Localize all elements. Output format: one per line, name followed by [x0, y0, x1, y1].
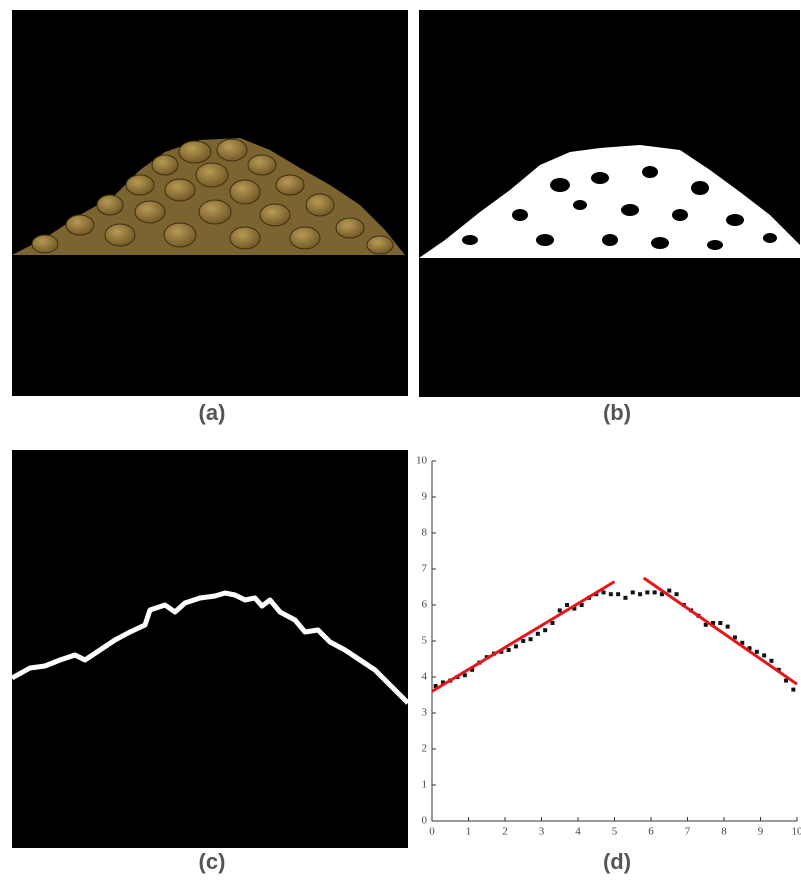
data-point — [528, 637, 533, 642]
data-point — [470, 667, 475, 672]
data-point — [521, 639, 526, 643]
data-point — [440, 680, 445, 685]
x-tick-label: 8 — [721, 826, 727, 838]
data-point — [659, 592, 664, 597]
data-point — [535, 631, 540, 636]
data-point — [754, 649, 759, 654]
data-point — [784, 678, 789, 683]
y-tick-label: 4 — [422, 671, 428, 683]
data-point — [601, 590, 606, 595]
panel-d-chart: 0 1 2 3 4 5 6 7 8 9 10 0 1 2 3 4 5 6 7 8 9 10 — [416, 455, 801, 838]
data-point — [725, 624, 730, 629]
panel-label: (c) — [199, 849, 226, 874]
x-tick-label: 6 — [648, 826, 654, 838]
data-point — [769, 658, 774, 663]
x-tick-label: 0 — [429, 826, 435, 838]
data-point — [718, 621, 723, 625]
data-point — [616, 592, 621, 597]
y-tick-label: 9 — [422, 491, 428, 503]
data-point — [762, 653, 767, 658]
data-point — [667, 588, 672, 593]
data-point — [674, 592, 679, 597]
data-point — [557, 608, 562, 613]
data-point — [652, 590, 657, 595]
y-tick-label: 10 — [416, 455, 428, 467]
data-point — [791, 687, 796, 692]
data-point — [462, 673, 467, 678]
fit-line — [642, 576, 798, 686]
x-tick-label: 2 — [502, 826, 508, 838]
data-point — [579, 603, 584, 607]
data-point — [732, 635, 737, 640]
data-point — [513, 644, 518, 649]
y-tick-label: 7 — [422, 563, 428, 575]
data-point — [740, 640, 745, 645]
data-point — [703, 622, 708, 627]
panel-b-image — [419, 10, 800, 397]
y-tick-label: 5 — [422, 635, 428, 647]
data-point — [565, 603, 570, 607]
data-point — [638, 592, 643, 597]
data-point — [608, 592, 613, 597]
data-point — [572, 606, 577, 611]
data-point — [645, 590, 650, 595]
panel-c-image — [10, 450, 410, 848]
x-tick-label: 10 — [792, 826, 801, 838]
data-point — [550, 621, 555, 625]
y-tick-label: 8 — [422, 527, 428, 539]
data-point — [499, 649, 504, 654]
x-tick-label: 1 — [466, 826, 472, 838]
data-point — [506, 648, 511, 652]
y-tick-label: 1 — [422, 779, 428, 791]
data-point — [433, 684, 438, 688]
panel-label: (b) — [603, 400, 631, 425]
panel-label: (d) — [603, 849, 631, 874]
y-tick-label: 6 — [422, 599, 428, 611]
fit-line — [431, 580, 616, 693]
panel-label: (a) — [199, 400, 226, 425]
data-point — [711, 621, 716, 625]
x-tick-label: 3 — [539, 826, 545, 838]
x-tick-label: 5 — [612, 826, 618, 838]
panel-a-image — [12, 10, 408, 396]
data-point — [747, 646, 752, 651]
y-tick-label: 0 — [422, 815, 428, 827]
x-tick-label: 4 — [575, 826, 581, 838]
data-point — [543, 628, 548, 633]
x-tick-label: 7 — [685, 826, 691, 838]
y-tick-label: 2 — [422, 743, 428, 755]
x-tick-label: 9 — [758, 826, 764, 838]
data-point — [623, 595, 628, 600]
y-tick-label: 3 — [422, 707, 428, 719]
data-point — [630, 590, 635, 595]
